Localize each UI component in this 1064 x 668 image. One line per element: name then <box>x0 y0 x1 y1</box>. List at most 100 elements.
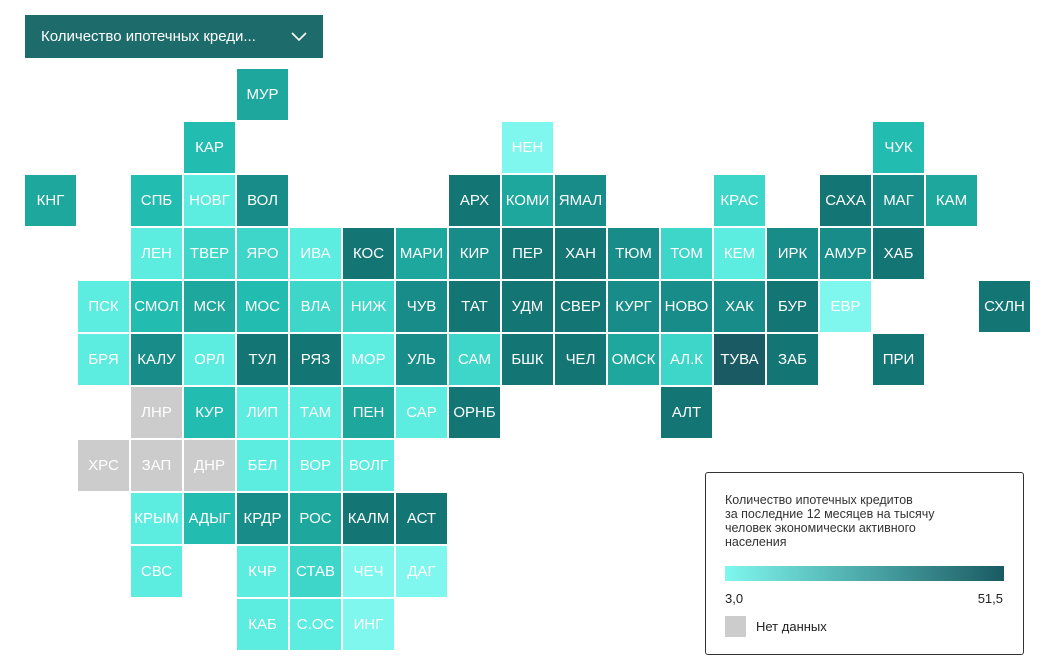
region-tile[interactable]: ХАБ <box>873 228 924 279</box>
indicator-dropdown-label: Количество ипотечных креди... <box>41 28 256 45</box>
region-tile[interactable]: КРДР <box>237 493 288 544</box>
region-tile[interactable]: КАР <box>184 122 235 173</box>
region-tile[interactable]: ХАК <box>714 281 765 332</box>
region-tile[interactable]: ЧЕЧ <box>343 546 394 597</box>
region-tile[interactable]: АДЫГ <box>184 493 235 544</box>
region-tile[interactable]: ХРС <box>78 440 129 491</box>
region-tile[interactable]: ОРНБ <box>449 387 500 438</box>
region-tile[interactable]: МУР <box>237 69 288 120</box>
region-tile[interactable]: ВОЛГ <box>343 440 394 491</box>
region-tile[interactable]: ИВА <box>290 228 341 279</box>
region-tile[interactable]: ЕВР <box>820 281 871 332</box>
region-tile[interactable]: АРХ <box>449 175 500 226</box>
region-tile[interactable]: ОМСК <box>608 334 659 385</box>
region-tile[interactable]: КАМ <box>926 175 977 226</box>
region-tile[interactable]: БЕЛ <box>237 440 288 491</box>
region-tile[interactable]: БУР <box>767 281 818 332</box>
region-tile[interactable]: САР <box>396 387 447 438</box>
region-tile[interactable]: С.ОС <box>290 599 341 650</box>
region-tile[interactable]: КОМИ <box>502 175 553 226</box>
region-tile[interactable]: ЗАБ <box>767 334 818 385</box>
region-tile[interactable]: ТУВА <box>714 334 765 385</box>
chevron-down-icon <box>291 29 307 45</box>
region-tile[interactable]: ХАН <box>555 228 606 279</box>
region-tile[interactable]: РОС <box>290 493 341 544</box>
region-tile[interactable]: САХА <box>820 175 871 226</box>
region-tile[interactable]: ЗАП <box>131 440 182 491</box>
legend-title-line: населения <box>725 535 787 549</box>
region-tile[interactable]: ДНР <box>184 440 235 491</box>
region-tile[interactable]: КЕМ <box>714 228 765 279</box>
region-tile[interactable]: ИРК <box>767 228 818 279</box>
region-tile[interactable]: КОС <box>343 228 394 279</box>
region-tile[interactable]: ПРИ <box>873 334 924 385</box>
region-tile[interactable]: ПЕН <box>343 387 394 438</box>
region-tile[interactable]: СВС <box>131 546 182 597</box>
region-tile[interactable]: ЛНР <box>131 387 182 438</box>
region-tile[interactable]: КАЛУ <box>131 334 182 385</box>
region-tile[interactable]: МАРИ <box>396 228 447 279</box>
legend-title-line: за последние 12 месяцев на тысячу <box>725 507 935 521</box>
region-tile[interactable]: КНГ <box>25 175 76 226</box>
region-tile[interactable]: СПБ <box>131 175 182 226</box>
region-tile[interactable]: ДАГ <box>396 546 447 597</box>
region-tile[interactable]: НИЖ <box>343 281 394 332</box>
region-tile[interactable]: МОР <box>343 334 394 385</box>
region-tile[interactable]: МОС <box>237 281 288 332</box>
region-tile[interactable]: ИНГ <box>343 599 394 650</box>
region-tile[interactable]: КРАС <box>714 175 765 226</box>
region-tile[interactable]: ТАМ <box>290 387 341 438</box>
region-tile[interactable]: ТУЛ <box>237 334 288 385</box>
region-tile[interactable]: МАГ <box>873 175 924 226</box>
region-tile[interactable]: БШК <box>502 334 553 385</box>
region-tile[interactable]: ВОЛ <box>237 175 288 226</box>
region-tile[interactable]: НОВО <box>661 281 712 332</box>
region-tile[interactable]: АСТ <box>396 493 447 544</box>
region-tile[interactable]: СТАВ <box>290 546 341 597</box>
region-tile[interactable]: КУРГ <box>608 281 659 332</box>
region-tile[interactable]: ЯМАЛ <box>555 175 606 226</box>
region-tile[interactable]: ВЛА <box>290 281 341 332</box>
region-tile[interactable]: ЯРО <box>237 228 288 279</box>
legend-title-line: человек экономически активного <box>725 521 916 535</box>
region-tile[interactable]: НЕН <box>502 122 553 173</box>
region-tile[interactable]: КУР <box>184 387 235 438</box>
region-tile[interactable]: ТОМ <box>661 228 712 279</box>
region-tile[interactable]: КРЫМ <box>131 493 182 544</box>
region-tile[interactable]: ЧУВ <box>396 281 447 332</box>
legend: Количество ипотечных кредитов за последн… <box>705 472 1024 655</box>
region-tile[interactable]: КИР <box>449 228 500 279</box>
region-tile[interactable]: БРЯ <box>78 334 129 385</box>
region-tile[interactable]: ТЮМ <box>608 228 659 279</box>
region-tile[interactable]: АЛ.К <box>661 334 712 385</box>
region-tile[interactable]: ЧЕЛ <box>555 334 606 385</box>
region-tile[interactable]: ТВЕР <box>184 228 235 279</box>
region-tile[interactable]: УДМ <box>502 281 553 332</box>
region-tile[interactable]: АМУР <box>820 228 871 279</box>
region-tile[interactable]: ТАТ <box>449 281 500 332</box>
region-tile[interactable]: ПСК <box>78 281 129 332</box>
legend-title: Количество ипотечных кредитов за последн… <box>725 493 1010 549</box>
legend-max-value: 51,5 <box>977 591 1003 606</box>
legend-title-line: Количество ипотечных кредитов <box>725 493 913 507</box>
region-tile[interactable]: ЧУК <box>873 122 924 173</box>
region-tile[interactable]: АЛТ <box>661 387 712 438</box>
region-tile[interactable]: ЛЕН <box>131 228 182 279</box>
region-tile[interactable]: МСК <box>184 281 235 332</box>
region-tile[interactable]: КАБ <box>237 599 288 650</box>
region-tile[interactable]: НОВГ <box>184 175 235 226</box>
region-tile[interactable]: САМ <box>449 334 500 385</box>
region-tile[interactable]: ЛИП <box>237 387 288 438</box>
indicator-dropdown[interactable]: Количество ипотечных креди... <box>25 15 323 58</box>
no-data-label: Нет данных <box>756 619 827 634</box>
region-tile[interactable]: ОРЛ <box>184 334 235 385</box>
region-tile[interactable]: ВОР <box>290 440 341 491</box>
region-tile[interactable]: СВЕР <box>555 281 606 332</box>
region-tile[interactable]: РЯЗ <box>290 334 341 385</box>
region-tile[interactable]: ПЕР <box>502 228 553 279</box>
region-tile[interactable]: СХЛН <box>979 281 1030 332</box>
region-tile[interactable]: СМОЛ <box>131 281 182 332</box>
region-tile[interactable]: КЧР <box>237 546 288 597</box>
region-tile[interactable]: КАЛМ <box>343 493 394 544</box>
region-tile[interactable]: УЛЬ <box>396 334 447 385</box>
